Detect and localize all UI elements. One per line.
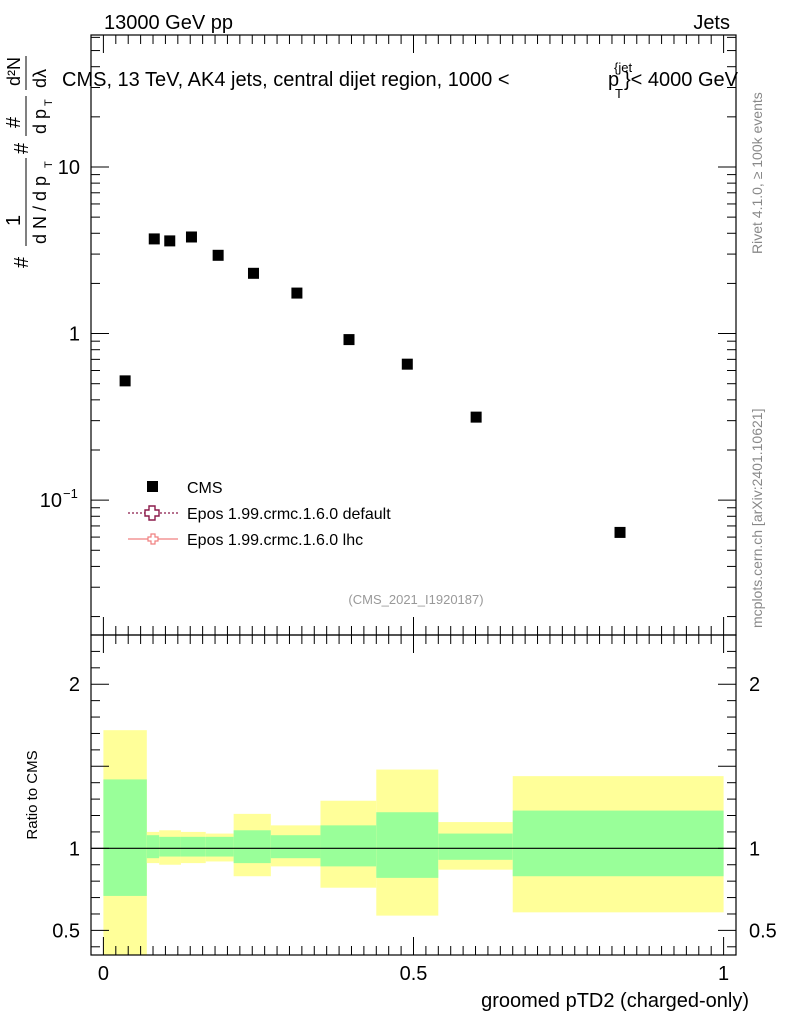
title-p: p (608, 69, 619, 91)
x-tick-labels: 0 0.5 1 (98, 963, 729, 985)
y-tick-label: 10 (40, 490, 62, 512)
data-point (614, 526, 626, 538)
rivet-label: Rivet 4.1.0, ≥ 100k events (749, 92, 765, 254)
legend-label-epos-default: Epos 1.99.crmc.1.6.0 default (187, 506, 391, 523)
data-point (247, 267, 259, 279)
x-tick-label: 0 (98, 963, 109, 985)
data-point (212, 249, 224, 261)
ratio-band-inner (438, 833, 513, 860)
y-tick-label: 1 (69, 324, 80, 346)
legend-marker-epos-default (144, 505, 160, 521)
data-point (291, 287, 303, 299)
ratio-y-tick-label-right: 0.5 (749, 920, 777, 942)
ratio-y-label: Ratio to CMS (24, 750, 41, 839)
legend-label-cms: CMS (187, 480, 223, 497)
y-axis-label: # 1 d N / d p T # # d p T d²N dλ (3, 56, 55, 268)
legend-marker-cms (147, 481, 158, 492)
ratio-band-inner (233, 830, 271, 864)
y-label-one: 1 (3, 215, 25, 226)
x-tick-label: 0.5 (400, 963, 428, 985)
data-point (164, 235, 176, 247)
analysis-id: (CMS_2021_I1920187) (348, 592, 483, 607)
y-label-d2n: d²N (4, 57, 24, 86)
ratio-band-inner (320, 825, 377, 867)
y-label-t: T (43, 161, 55, 168)
y-label-dn: d N / d p (30, 176, 50, 244)
ratio-y-tick-label-left: 1 (69, 838, 80, 860)
data-series-cms (119, 231, 626, 538)
x-tick-label: 1 (718, 963, 729, 985)
y-label-t2: T (43, 99, 55, 106)
title-sup: {jet (614, 60, 632, 75)
data-point (148, 233, 160, 245)
ratio-y-tick-label-right: 2 (749, 674, 760, 696)
ratio-band-inner (180, 836, 206, 857)
ratio-band-inner (270, 835, 321, 859)
y-label-hash1: # (11, 256, 33, 268)
ratio-band-inner (103, 779, 147, 896)
ratio-axis-ticks: 0.5 0.5 1 1 2 2 (52, 635, 777, 955)
data-point (401, 358, 413, 370)
title-sub: T (615, 86, 623, 101)
legend: CMS Epos 1.99.crmc.1.6.0 default Epos 1.… (128, 480, 391, 549)
ratio-y-tick-label-left: 2 (69, 674, 80, 696)
data-point (185, 231, 197, 243)
ratio-frame (90, 634, 737, 956)
ratio-y-tick-label-left: 0.5 (52, 920, 80, 942)
title-suffix: }< 4000 GeV (624, 69, 739, 91)
y-label-dlambda: dλ (30, 69, 50, 88)
ratio-band-inner (159, 836, 181, 857)
data-point (119, 375, 131, 387)
ratio-bands (103, 730, 724, 955)
plot-title: CMS, 13 TeV, AK4 jets, central dijet reg… (62, 60, 739, 101)
y-tick-label: 10 (58, 157, 80, 179)
header-left: 13000 GeV pp (104, 12, 233, 34)
ratio-band-inner (512, 810, 724, 877)
data-point (470, 411, 482, 423)
y-label-dpt: d p (30, 109, 50, 134)
ratio-band-inner (376, 812, 439, 878)
ratio-band-inner (146, 835, 160, 859)
y-label-hash2: # (11, 142, 33, 154)
y-label-hash3: # (3, 116, 25, 128)
title-prefix: CMS, 13 TeV, AK4 jets, central dijet reg… (62, 69, 510, 91)
legend-marker-epos-lhc (147, 533, 159, 545)
header-right: Jets (693, 12, 730, 34)
y-tick-exponent: −1 (63, 486, 78, 501)
data-point (343, 334, 355, 346)
legend-label-epos-lhc: Epos 1.99.crmc.1.6.0 lhc (187, 532, 363, 549)
mcplots-label: mcplots.cern.ch [arXiv:2401.10621] (749, 409, 765, 628)
x-axis-label: groomed pTD2 (charged-only) (481, 990, 749, 1012)
ratio-band-inner (205, 836, 234, 857)
ratio-panel: 0.5 0.5 1 1 2 2 (52, 634, 777, 956)
ratio-y-tick-label-right: 1 (749, 838, 760, 860)
